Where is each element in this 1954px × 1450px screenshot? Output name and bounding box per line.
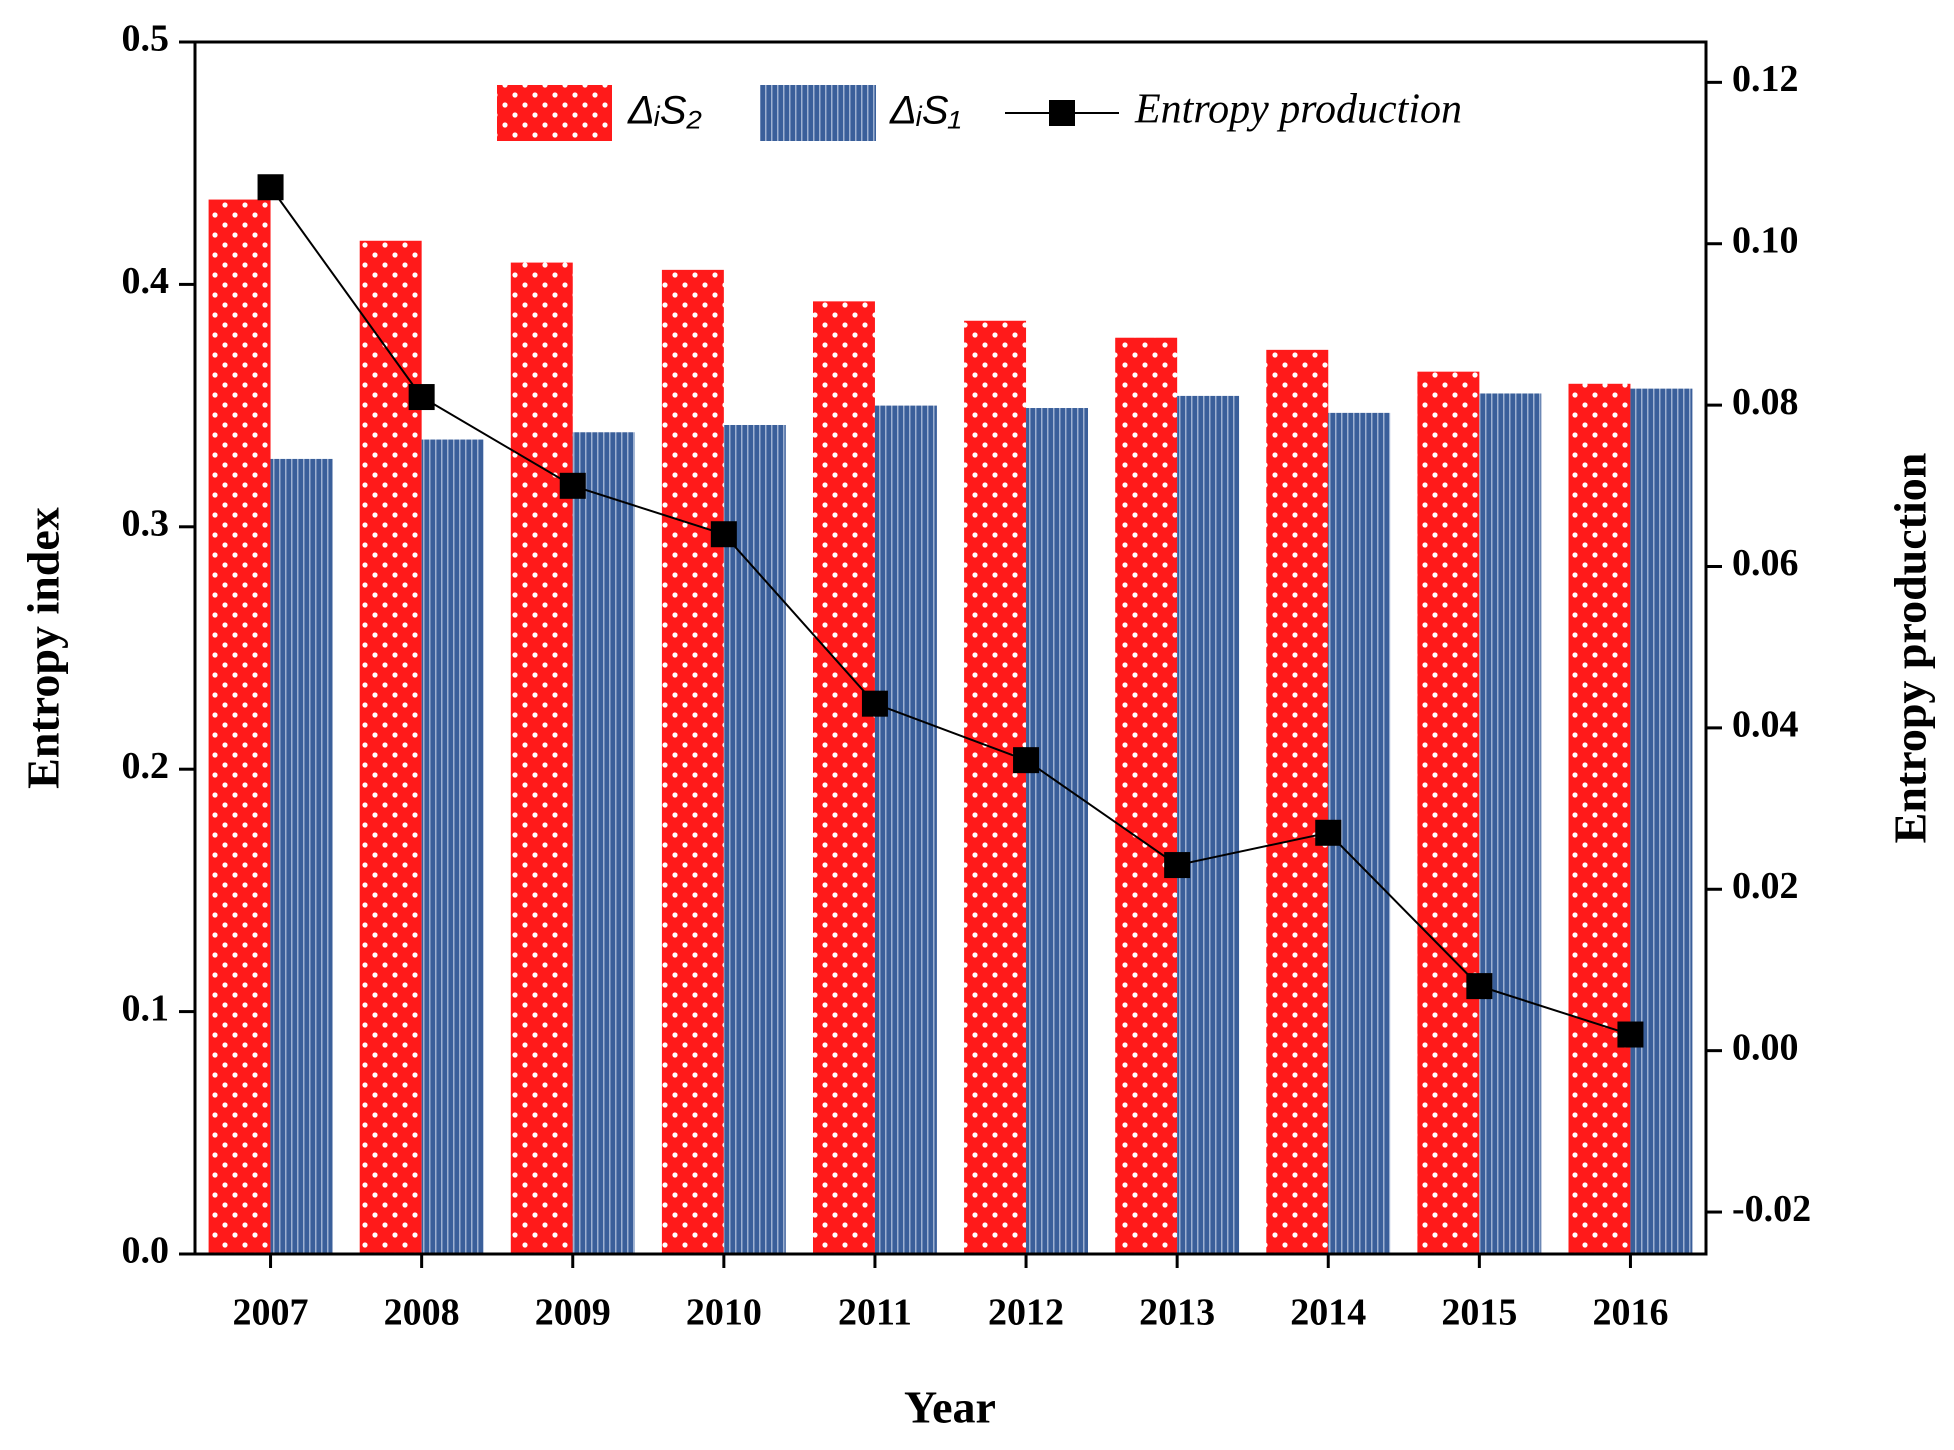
bar xyxy=(1115,337,1178,1254)
x-tick-label: 2007 xyxy=(233,1292,309,1334)
plot-frame xyxy=(193,40,1708,1256)
y2-tick-label: 0.02 xyxy=(1732,865,1799,907)
bar xyxy=(510,262,573,1255)
bar xyxy=(1479,393,1542,1255)
legend-label: ΔᵢS₂ xyxy=(627,89,702,133)
y2-tick-label: 0.08 xyxy=(1732,381,1799,423)
marker xyxy=(1466,973,1493,1000)
y2-tick-label: 0.04 xyxy=(1732,704,1799,746)
y2-tick-label: 0.06 xyxy=(1732,542,1799,584)
legend-label: ΔᵢS₁ xyxy=(889,89,961,133)
bar xyxy=(812,301,875,1254)
bar xyxy=(208,199,271,1254)
marker xyxy=(408,384,435,411)
bar xyxy=(270,458,333,1255)
bar xyxy=(964,320,1027,1254)
y-axis-title: Entropy index xyxy=(18,507,69,789)
legend-label: Entropy production xyxy=(1134,87,1462,133)
y2-tick-label: -0.02 xyxy=(1732,1188,1811,1230)
marker xyxy=(257,174,284,201)
y-tick-label: 0.4 xyxy=(122,260,170,302)
y2-tick-label: 0.10 xyxy=(1732,219,1799,261)
x-tick-label: 2014 xyxy=(1290,1292,1366,1334)
x-tick-label: 2010 xyxy=(686,1292,762,1334)
bar xyxy=(1417,371,1480,1254)
y-tick-label: 0.0 xyxy=(122,1230,170,1272)
bar xyxy=(723,424,786,1254)
marker xyxy=(1013,747,1040,774)
x-tick-label: 2011 xyxy=(838,1292,912,1334)
line xyxy=(269,186,1631,1036)
x-axis-title: Year xyxy=(904,1382,996,1433)
marker xyxy=(861,690,888,717)
legend-marker xyxy=(1049,100,1075,126)
x-tick-label: 2016 xyxy=(1592,1292,1668,1334)
marker xyxy=(710,521,737,548)
y-tick-label: 0.1 xyxy=(122,987,170,1029)
marker xyxy=(1164,852,1191,879)
bar xyxy=(1026,408,1089,1254)
x-tick-label: 2009 xyxy=(535,1292,611,1334)
y2-tick-label: 0.12 xyxy=(1732,58,1799,100)
y2-tick-label: 0.00 xyxy=(1732,1026,1799,1068)
y-tick-label: 0.5 xyxy=(122,18,170,60)
y2-axis-title: Entropy production xyxy=(1885,453,1936,844)
x-tick-label: 2015 xyxy=(1441,1292,1517,1334)
legend-swatch xyxy=(760,85,876,141)
x-tick-label: 2013 xyxy=(1139,1292,1215,1334)
y-tick-label: 0.2 xyxy=(122,745,170,787)
x-tick-label: 2008 xyxy=(384,1292,460,1334)
bar xyxy=(1630,388,1693,1255)
bar xyxy=(1266,349,1329,1254)
bar xyxy=(421,439,484,1254)
marker xyxy=(1617,1021,1644,1048)
bar xyxy=(874,405,937,1255)
marker xyxy=(1315,819,1342,846)
y-tick-label: 0.3 xyxy=(122,503,170,545)
bar xyxy=(1568,383,1631,1254)
marker xyxy=(559,472,586,499)
bar xyxy=(1177,395,1240,1254)
legend-swatch xyxy=(497,85,612,141)
x-tick-label: 2012 xyxy=(988,1292,1064,1334)
bar xyxy=(661,269,724,1255)
bar xyxy=(572,432,635,1254)
